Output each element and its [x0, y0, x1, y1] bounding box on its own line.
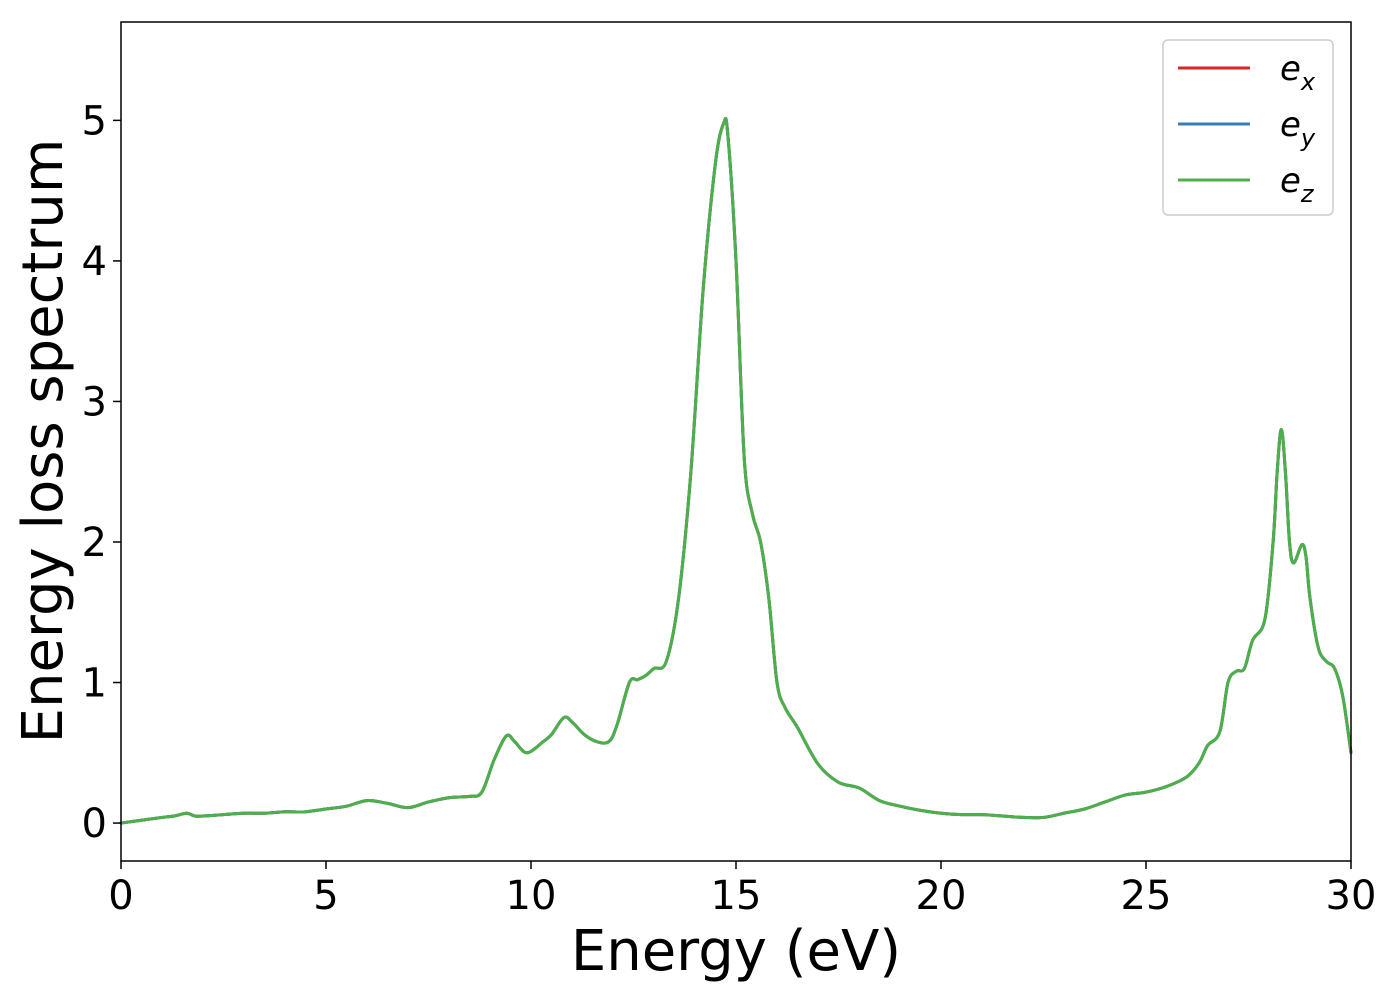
- x-tick-label: 15: [711, 873, 762, 919]
- legend-label: ex: [1280, 49, 1316, 96]
- x-axis-label: Energy (eV): [571, 919, 901, 984]
- x-tick-label: 20: [916, 873, 967, 919]
- x-tick-label: 0: [108, 873, 133, 919]
- y-tick-label: 5: [82, 98, 107, 144]
- legend: ex ey ez: [1162, 39, 1334, 216]
- x-tick-label: 30: [1326, 873, 1377, 919]
- y-axis-label: Energy loss spectrum: [11, 139, 76, 744]
- legend-label: ez: [1280, 161, 1315, 208]
- series-layer: [119, 116, 1353, 825]
- x-axis-ticks: 0 5 10 15 20 25 30: [108, 861, 1376, 919]
- y-tick-label: 0: [82, 801, 107, 847]
- y-tick-label: 1: [82, 661, 107, 707]
- series-line-e-y: [119, 116, 1353, 825]
- y-axis-ticks: 0 1 2 3 4 5: [82, 98, 121, 847]
- legend-box: [1162, 39, 1334, 216]
- x-tick-label: 25: [1121, 873, 1172, 919]
- series-line-e-x: [119, 116, 1353, 825]
- series-line-e-z: [119, 116, 1353, 825]
- x-tick-label: 5: [313, 873, 338, 919]
- y-tick-label: 4: [82, 239, 107, 285]
- legend-label: ey: [1280, 105, 1316, 152]
- y-tick-label: 3: [82, 379, 107, 425]
- y-tick-label: 2: [82, 520, 107, 566]
- x-tick-label: 10: [506, 873, 557, 919]
